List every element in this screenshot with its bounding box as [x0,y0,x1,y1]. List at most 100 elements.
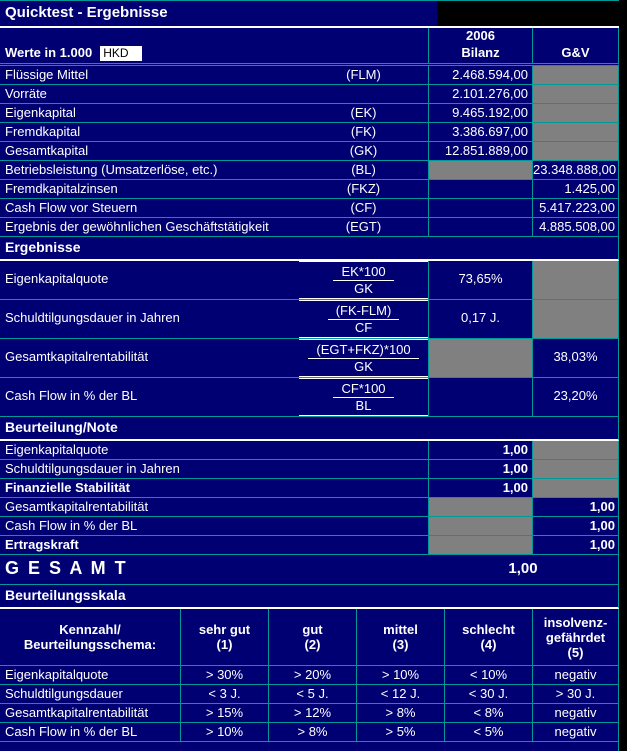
formula-cell: CF*100 BL [299,378,428,416]
row-code: (EGT) [345,219,382,234]
guv-blocked-cell [532,142,618,160]
note-label: Cash Flow in % der BL [5,518,138,533]
bilanz-value-cell[interactable]: 73,65% [428,261,532,299]
scale-column-header: gut (2) [268,609,356,665]
gesamt-value-cell[interactable]: 1,00 [508,560,538,577]
note-label: Eigenkapitalquote [5,442,109,457]
guv-value-cell[interactable]: 1,00 [532,536,618,554]
bilanz-empty-cell [428,378,532,416]
row-label: Fremdkapital [5,124,81,139]
scale-header-line: (2) [304,637,321,652]
row-label: Fremdkapitalzinsen [5,181,118,196]
guv-value-cell[interactable]: 1,00 [532,517,618,535]
note-row: Cash Flow in % der BL 1,00 [0,517,619,536]
note-spacer [299,536,428,554]
gesamt-row: G E S A M T 1,00 [0,555,619,585]
scale-header-line: Kennzahl/ [59,622,121,637]
scale-header-line: gut [302,622,323,637]
bilanz-value-cell[interactable]: 3.386.697,00 [428,123,532,141]
row-label: Cash Flow vor Steuern [5,200,138,215]
scale-value: > 8% [268,723,356,741]
year-row-spacer [0,28,428,44]
scale-header-line: sehr gut [198,622,251,637]
scale-row-label: Gesamtkapitalrentabilität [5,705,149,720]
werte-header: Werte in 1.000 HKD [0,44,428,63]
formula-fraction: (FK-FLM) CF [327,303,400,336]
bilanz-empty-cell [428,180,532,198]
scale-header-line: Beurteilungsschema: [23,637,157,652]
bilanz-value-cell[interactable]: 1,00 [428,460,532,478]
formula-numerator: EK*100 [333,264,394,281]
formula-numerator: (EGT+FKZ)*100 [308,342,419,359]
scale-column-header: mittel (3) [356,609,444,665]
guv-value-cell[interactable]: 23,20% [532,378,618,416]
row-label: Gesamtkapital [5,143,89,158]
row-code: (BL) [351,162,376,177]
formula-cell: EK*100 GK [299,261,428,299]
note-row: Schuldtilgungsdauer in Jahren 1,00 [0,460,619,479]
scale-value: negativ [532,704,618,722]
section-header-skala: Beurteilungsskala [0,585,619,609]
row-code: (FKZ) [346,181,381,196]
guv-blocked-cell [532,479,618,497]
gesamt-label: G E S A M T [5,558,128,578]
scale-value: < 3 J. [180,685,268,703]
note-label: Schuldtilgungsdauer in Jahren [5,461,180,476]
scale-value: > 10% [356,666,444,684]
note-label: Ertragskraft [5,537,79,552]
row-code: (EK) [350,105,377,120]
scale-column-header: insolvenz- gefährdet (5) [532,609,618,665]
guv-value-cell[interactable]: 38,03% [532,339,618,377]
scale-value: > 30% [180,666,268,684]
formula-denominator: BL [355,397,372,413]
year-label: 2006 [428,28,532,44]
bilanz-value-cell[interactable]: 12.851.889,00 [428,142,532,160]
note-row: Eigenkapitalquote 1,00 [0,441,619,460]
bilanz-value-cell[interactable]: 9.465.192,00 [428,104,532,122]
row-code: (FK) [350,124,377,139]
guv-blocked-cell [532,261,618,299]
formula-cell: (FK-FLM) CF [299,300,428,338]
currency-input-cell[interactable]: HKD [100,46,143,62]
section-title: Ergebnisse [5,239,81,255]
scale-header-line: (4) [480,637,497,652]
row-code [299,85,428,103]
bilanz-value-cell[interactable]: 1,00 [428,479,532,497]
title-row-filler [437,1,619,26]
bilanz-value-cell[interactable]: 1,00 [428,441,532,459]
scale-row: Schuldtilgungsdauer < 3 J. < 5 J. < 12 J… [0,685,619,704]
row-label: Betriebsleistung (Umsatzerlöse, etc.) [5,162,218,177]
bilanz-blocked-cell [428,536,532,554]
column-header-guv: G&V [532,44,618,63]
row-label: Vorräte [5,86,47,101]
scale-column-header: sehr gut (1) [180,609,268,665]
page-title: Quicktest - Ergebnisse [0,1,437,26]
guv-value-cell[interactable]: 1,00 [532,498,618,516]
guv-value-cell[interactable]: 5.417.223,00 [532,199,618,217]
column-header-bilanz: Bilanz [428,44,532,63]
guv-value-cell[interactable]: 4.885.508,00 [532,218,618,236]
section-header-beurteilung: Beurteilung/Note [0,417,619,441]
guv-blocked-cell [532,104,618,122]
year-header-row: 2006 [0,28,619,44]
scale-value: < 5% [444,723,532,741]
note-label: Finanzielle Stabilität [5,480,130,495]
guv-value-cell[interactable]: 1.425,00 [532,180,618,198]
note-spacer [299,479,428,497]
note-row: Ertragskraft 1,00 [0,536,619,555]
bilanz-value-cell[interactable]: 2.101.276,00 [428,85,532,103]
result-label: Eigenkapitalquote [5,271,109,286]
formula-numerator: CF*100 [333,381,394,398]
data-row: Vorräte 2.101.276,00 [0,85,619,104]
guv-value-cell[interactable]: 23.348.888,00 [532,161,617,179]
result-row: Gesamtkapitalrentabilität (EGT+FKZ)*100 … [0,339,619,378]
bilanz-blocked-cell [428,517,532,535]
scale-value: > 20% [268,666,356,684]
bilanz-value-cell[interactable]: 2.468.594,00 [428,66,532,84]
guv-blocked-cell [532,123,618,141]
bilanz-value-cell[interactable]: 0,17 J. [428,300,532,338]
formula-denominator: GK [354,280,373,296]
formula-fraction: (EGT+FKZ)*100 GK [308,342,419,375]
guv-blocked-cell [532,441,618,459]
scale-header-kennzahl: Kennzahl/ Beurteilungsschema: [0,609,180,665]
